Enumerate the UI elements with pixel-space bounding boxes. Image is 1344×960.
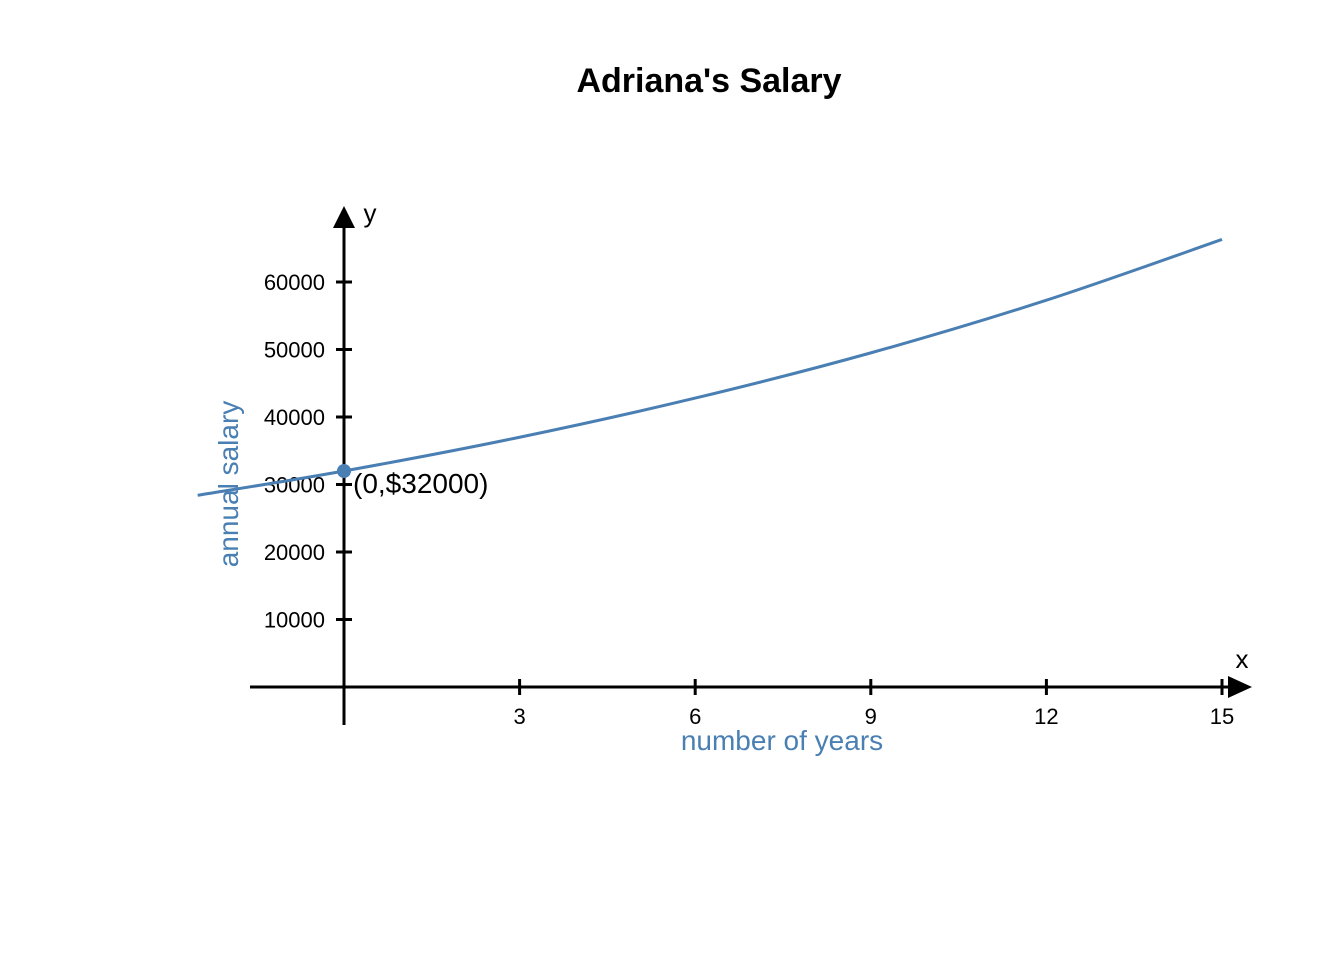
salary-curve — [197, 238, 1223, 497]
y-axis-letter: y — [364, 198, 377, 228]
point-marker — [337, 464, 351, 478]
y-tick-label: 10000 — [264, 608, 325, 633]
x-tick-label: 6 — [689, 704, 701, 729]
chart-title: Adriana's Salary — [576, 62, 841, 100]
x-tick-label: 15 — [1210, 704, 1234, 729]
y-tick-label: 20000 — [264, 540, 325, 565]
x-tick-label: 3 — [513, 704, 525, 729]
x-axis-letter: x — [1236, 644, 1249, 674]
x-tick-label: 12 — [1034, 704, 1058, 729]
y-tick-label: 60000 — [264, 270, 325, 295]
y-axis-title: annual salary — [213, 401, 244, 568]
y-axis-arrow-icon — [333, 206, 355, 228]
y-tick-label: 50000 — [264, 338, 325, 363]
x-axis-arrow-icon — [1228, 676, 1252, 698]
y-tick-label: 40000 — [264, 405, 325, 430]
x-ticks: 3 6 9 12 15 — [513, 679, 1234, 729]
x-tick-label: 9 — [865, 704, 877, 729]
point-label: (0,$32000) — [353, 468, 488, 499]
x-axis-title: number of years — [681, 725, 883, 756]
